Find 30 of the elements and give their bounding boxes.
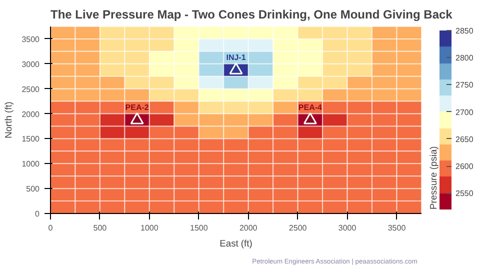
color-bar-label: 2600 — [456, 162, 474, 172]
y-tick-label: 2000 — [22, 110, 40, 119]
x-tick-label: 1000 — [140, 224, 159, 232]
y-tick-label: 3500 — [22, 34, 40, 44]
color-bar-label: 2700 — [456, 108, 474, 117]
color-bar-label: 2650 — [456, 134, 474, 144]
color-bar-label: 2750 — [456, 80, 474, 90]
color-bar-label: 2550 — [456, 189, 474, 198]
y-tick-label: 3000 — [22, 60, 40, 69]
color-bar-title: Pressure (psia) — [428, 146, 438, 210]
y-tick-label: 1500 — [22, 134, 40, 144]
x-axis-title: East (ft) — [220, 238, 252, 248]
y-tick-label: 1000 — [22, 160, 40, 169]
x-tick-label: 1500 — [190, 224, 208, 232]
x-tick-label: 2500 — [288, 224, 308, 232]
x-tick-label: 0 — [48, 224, 54, 232]
y-tick-label: 0 — [35, 210, 40, 218]
x-tick-label: 2000 — [239, 224, 258, 232]
chart-title: The Live Pressure Map - Two Cones Drinking, One Mound Giving Back — [50, 8, 453, 22]
series-label: PEA-2 — [125, 103, 150, 112]
x-tick-label: 3500 — [388, 224, 406, 232]
y-tick-label: 2500 — [22, 84, 40, 94]
color-bar-label: 2800 — [456, 54, 474, 63]
series-label: INJ-1 — [226, 53, 246, 62]
series-label: PEA-4 — [298, 103, 323, 112]
x-tick-label: 500 — [93, 224, 108, 232]
y-axis-title: North (ft) — [4, 102, 14, 138]
color-bar-label: 2850 — [456, 26, 474, 36]
x-tick-label: 3000 — [338, 224, 357, 232]
y-tick-label: 500 — [26, 184, 40, 194]
